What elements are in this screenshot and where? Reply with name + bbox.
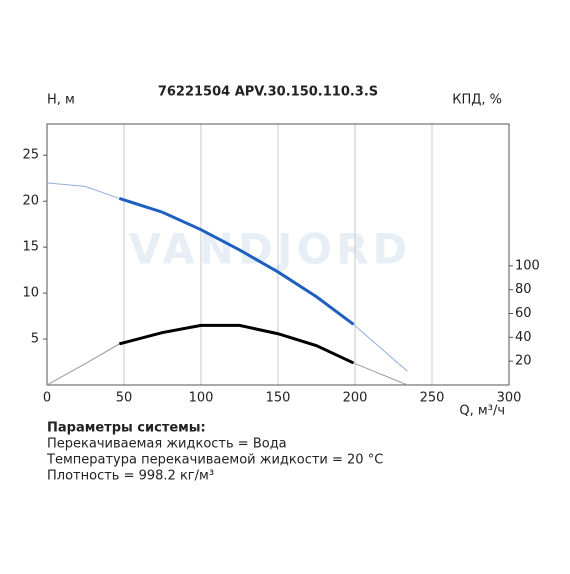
param-line: Плотность = 998.2 кг/м³: [47, 469, 214, 484]
curve-work: [118, 323, 355, 365]
curve-full: [46, 324, 408, 386]
chart-title: 76221504 APV.30.150.110.3.S: [158, 85, 378, 100]
x-tick-label: 150: [266, 391, 291, 406]
x-tick-label: 0: [43, 391, 51, 406]
x-tick-label: 100: [189, 391, 214, 406]
y2-axis-label: КПД, %: [452, 93, 502, 108]
plot-frame: [46, 123, 510, 386]
y-tick-label: 5: [31, 332, 39, 347]
y-tick-label: 10: [22, 286, 39, 301]
param-line: Перекачиваемая жидкость = Вода: [47, 437, 287, 452]
y-tick-label: 25: [22, 148, 39, 163]
y-axis-label: H, м: [47, 93, 75, 108]
x-tick-label: 250: [420, 391, 445, 406]
x-tick-label: 50: [116, 391, 133, 406]
curve-work: [118, 197, 355, 326]
y2-tick-label: 60: [515, 306, 532, 321]
params-heading: Параметры системы:: [47, 421, 206, 436]
x-tick-label: 300: [497, 391, 522, 406]
y2-tick-label: 20: [515, 354, 532, 369]
y-tick-label: 15: [22, 240, 39, 255]
y2-tick-label: 80: [515, 282, 532, 297]
curve-full: [46, 182, 408, 372]
param-line: Температура перекачиваемой жидкости = 20…: [46, 453, 383, 468]
x-tick-label: 200: [343, 391, 368, 406]
y2-tick-label: 40: [515, 330, 532, 345]
y2-tick-label: 100: [515, 258, 540, 273]
x-axis-label: Q, м³/ч: [459, 404, 505, 419]
y-tick-label: 20: [22, 194, 39, 209]
